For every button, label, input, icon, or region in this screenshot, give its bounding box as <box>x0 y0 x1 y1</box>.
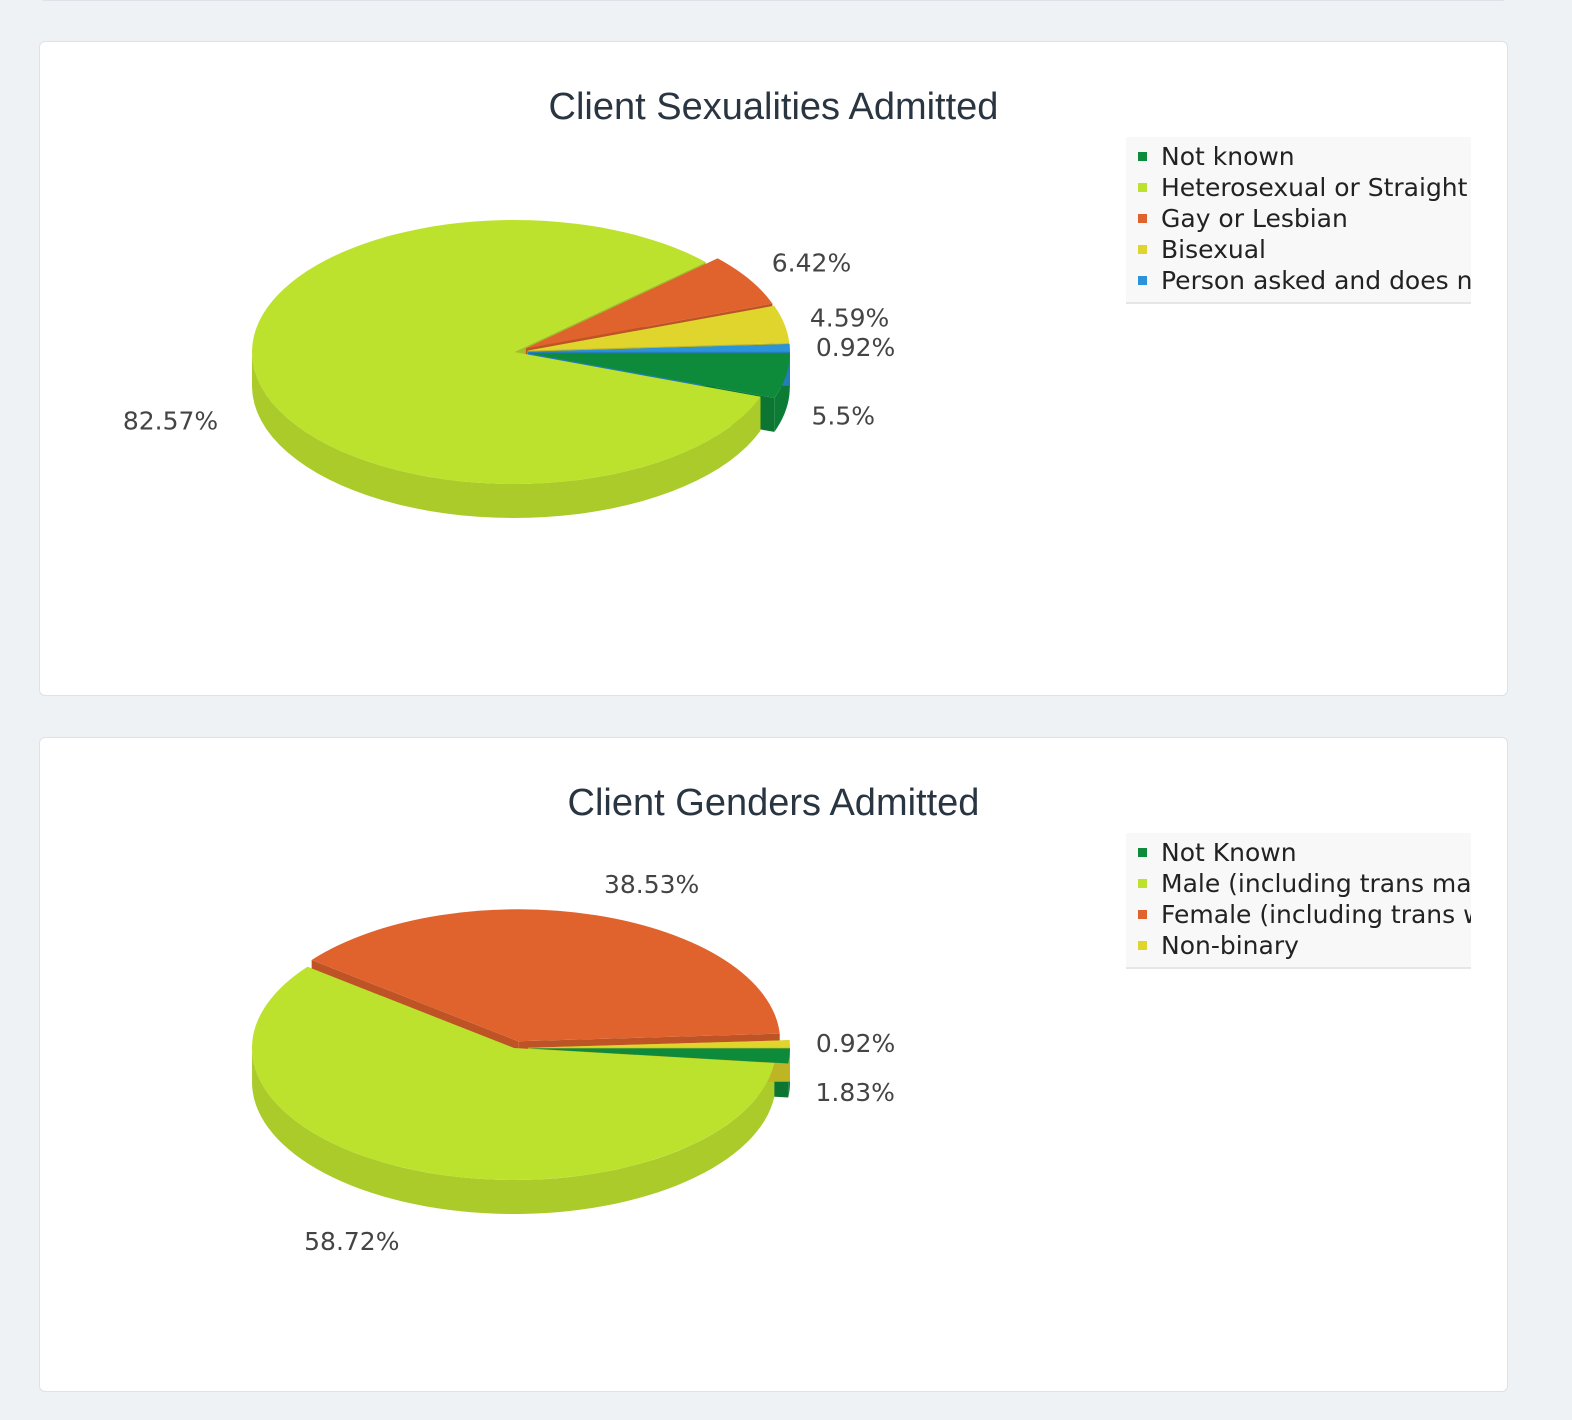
chart-card-sexualities: Client Sexualities Admitted 5.5% 82.57% 6.… <box>39 41 1508 696</box>
pie-slice[interactable] <box>252 219 761 484</box>
data-label: 0.92% <box>816 333 895 362</box>
legend-item[interactable]: Female (including trans w <box>1138 899 1471 930</box>
legend: Not known Heterosexual or Straight Gay or … <box>1126 137 1471 304</box>
legend-swatch <box>1138 848 1147 857</box>
legend-label: Person asked and does n <box>1161 266 1471 295</box>
data-label: 0.92% <box>816 1029 895 1058</box>
legend-label: Heterosexual or Straight <box>1161 173 1468 202</box>
legend-item[interactable]: Male (including trans mar <box>1138 868 1471 899</box>
legend-label: Female (including trans w <box>1161 900 1471 929</box>
pie-chart: 5.5% 82.57% 6.42% 4.59%0.92% <box>123 219 895 518</box>
legend: Not Known Male (including trans mar Female… <box>1126 833 1471 969</box>
pie-slice[interactable] <box>527 1048 790 1064</box>
legend-item[interactable]: Non-binary <box>1138 930 1471 961</box>
legend-label: Non-binary <box>1161 931 1299 960</box>
legend-item[interactable]: Person asked and does n <box>1138 265 1471 296</box>
data-label: 38.53% <box>604 870 699 899</box>
chart-title: Client Genders Admitted <box>567 782 980 824</box>
legend-swatch <box>1138 879 1147 888</box>
pie-slice[interactable] <box>525 258 773 349</box>
pie-slice[interactable] <box>527 353 790 398</box>
legend-item[interactable]: Gay or Lesbian <box>1138 203 1471 234</box>
pie-slice[interactable] <box>527 305 790 351</box>
legend-label: Male (including trans mar <box>1161 869 1471 898</box>
data-label: 4.59% <box>810 303 889 332</box>
data-label: 82.57% <box>123 407 218 436</box>
chart-card-genders: Client Genders Admitted 1.83% 58.72% 38.53… <box>39 737 1508 1392</box>
legend-label: Bisexual <box>1161 235 1266 264</box>
pie-slice[interactable] <box>311 909 780 1042</box>
legend-swatch <box>1138 276 1147 285</box>
legend-label: Gay or Lesbian <box>1161 204 1348 233</box>
legend-item[interactable]: Not known <box>1138 141 1471 172</box>
data-label: 58.72% <box>304 1227 399 1256</box>
legend-swatch <box>1138 941 1147 950</box>
legend-label: Not Known <box>1161 838 1297 867</box>
legend-swatch <box>1138 152 1147 161</box>
data-label: 6.42% <box>772 248 851 277</box>
data-label: 1.83% <box>816 1078 895 1107</box>
pie-chart: 1.83% 58.72% 38.53% 0.92% <box>251 870 895 1256</box>
pie-slice[interactable] <box>527 1040 790 1048</box>
legend-item[interactable]: Bisexual <box>1138 234 1471 265</box>
previous-card <box>39 0 1508 1</box>
legend-item[interactable]: Not Known <box>1138 837 1471 868</box>
pie-slice[interactable] <box>527 344 790 352</box>
legend-swatch <box>1138 183 1147 192</box>
legend-swatch <box>1138 245 1147 254</box>
chart-title: Client Sexualities Admitted <box>548 86 999 128</box>
legend-item[interactable]: Heterosexual or Straight <box>1138 172 1471 203</box>
pie-slice[interactable] <box>251 966 775 1180</box>
legend-label: Not known <box>1161 142 1295 171</box>
data-label: 5.5% <box>812 402 876 431</box>
legend-swatch <box>1138 214 1147 223</box>
legend-swatch <box>1138 910 1147 919</box>
